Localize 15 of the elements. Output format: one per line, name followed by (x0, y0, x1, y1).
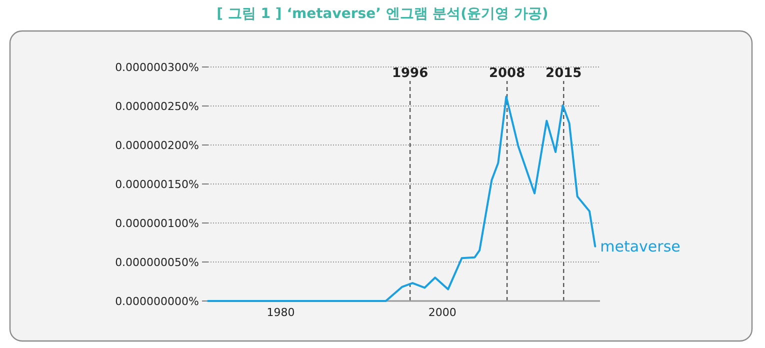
y-tick-label: 0.000000100% (115, 217, 199, 230)
ref-line-label: 2008 (488, 66, 526, 81)
ref-line-label: 1996 (392, 66, 428, 81)
x-tick-label: 1980 (266, 306, 295, 319)
y-tick-label: 0.000000050% (115, 256, 199, 269)
y-tick-label: 0.000000250% (115, 100, 199, 113)
y-tick-label: 0.000000150% (115, 178, 199, 191)
y-tick-label: 0.000000300% (115, 61, 199, 74)
line-series (207, 96, 596, 302)
y-tick-label: 0.000000200% (115, 139, 199, 152)
x-tick-label: 2000 (428, 306, 456, 319)
y-tick-label: 0.000000000% (115, 295, 199, 308)
chart-title: [ 그림 1 ] ‘metaverse’ 엔그램 분석(윤기영 가공) (216, 6, 548, 22)
series-label: metaverse (600, 237, 680, 256)
ref-line-label: 2015 (546, 66, 582, 81)
